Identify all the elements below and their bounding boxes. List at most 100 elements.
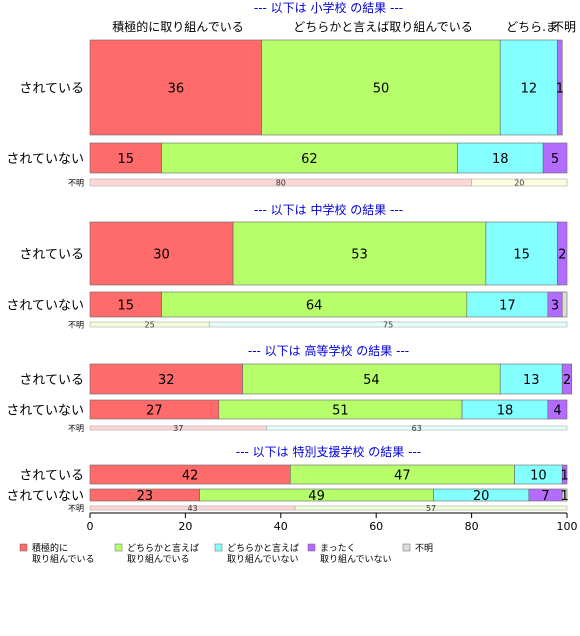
segment-label: 4 xyxy=(553,404,561,419)
bar-segment xyxy=(266,425,568,431)
x-tick-label: 60 xyxy=(369,520,383,533)
bar-segment xyxy=(561,363,573,395)
segment-label: 18 xyxy=(492,152,509,167)
row-label: されていない xyxy=(6,299,84,314)
legend-label: 積極的に xyxy=(32,542,68,554)
bar-segment xyxy=(89,221,234,286)
row-label: されている xyxy=(19,469,84,484)
segment-label: 27 xyxy=(146,404,163,419)
segment-label: 17 xyxy=(499,299,516,314)
legend-label: 取り組んでいない xyxy=(227,553,299,565)
row-label: されていない xyxy=(6,489,84,504)
x-tick-label: 100 xyxy=(557,520,578,533)
row-label: されていない xyxy=(6,404,84,419)
x-tick-label: 0 xyxy=(87,520,94,533)
legend-swatch xyxy=(114,543,123,552)
legend-label: 取り組んでいる xyxy=(32,553,95,565)
segment-label: 43 xyxy=(187,504,197,513)
segment-label: 3 xyxy=(551,299,559,314)
bar-segment xyxy=(89,39,263,136)
bar-segment xyxy=(547,399,568,420)
legend-label: 取り組んでいる xyxy=(127,553,190,565)
legend-label: まったく xyxy=(320,543,356,554)
segment-label: 15 xyxy=(118,299,135,314)
bar-segment xyxy=(542,142,568,174)
row-label: 不明 xyxy=(68,504,84,513)
bar-segment xyxy=(242,363,501,395)
bar-segment xyxy=(499,363,563,395)
segment-label: 37 xyxy=(173,424,183,433)
category-header: 積極的に取り組んでいる xyxy=(112,19,243,34)
bar-segment xyxy=(471,178,568,187)
panel-title: --- 以下は 高等学校 の結果 --- xyxy=(248,343,409,358)
legend-label: 取り組んでいない xyxy=(320,553,392,565)
bar-segment xyxy=(485,221,558,286)
segment-label: 2 xyxy=(558,248,566,263)
bar-segment xyxy=(456,142,544,174)
segment-label: 2 xyxy=(563,373,571,388)
segment-label: 7 xyxy=(541,489,549,504)
panel-title: --- 以下は 小学校 の結果 --- xyxy=(254,0,403,15)
bar-segment xyxy=(561,488,568,502)
bar-segment xyxy=(161,142,458,174)
segment-label: 1 xyxy=(560,469,568,484)
segment-label: 62 xyxy=(301,152,318,167)
segment-label: 63 xyxy=(412,424,422,433)
segment-label: 36 xyxy=(168,82,185,97)
bar-segment xyxy=(557,39,563,136)
segment-label: 53 xyxy=(351,248,368,263)
segment-label: 64 xyxy=(306,299,323,314)
legend-swatch xyxy=(402,543,411,552)
legend-label: どちらかと言えば xyxy=(227,542,299,554)
bar-segment xyxy=(208,321,568,328)
segment-label: 1 xyxy=(560,489,568,504)
bar-segment xyxy=(466,291,549,318)
x-tick-label: 40 xyxy=(274,520,288,533)
segment-label: 54 xyxy=(363,373,380,388)
legend-label: 不明 xyxy=(415,543,433,554)
segment-label: 32 xyxy=(158,373,175,388)
segment-label: 50 xyxy=(373,82,390,97)
segment-label: 10 xyxy=(530,469,547,484)
legend-swatch xyxy=(307,543,316,552)
row-label: されている xyxy=(19,373,84,388)
bar-segment xyxy=(89,363,243,395)
segment-label: 49 xyxy=(308,489,325,504)
bar-segment xyxy=(232,221,487,286)
panel-title: --- 以下は 特別支援学校 の結果 --- xyxy=(236,444,421,459)
x-tick-label: 20 xyxy=(178,520,192,533)
segment-label: 75 xyxy=(383,321,393,330)
category-header: どちら.ま xyxy=(506,20,558,34)
row-label: 不明 xyxy=(68,321,84,330)
segment-label: 13 xyxy=(523,373,540,388)
segment-label: 1 xyxy=(556,82,564,97)
legend-swatch xyxy=(19,543,28,552)
legend-label: どちらかと言えば xyxy=(127,542,199,554)
segment-label: 51 xyxy=(332,404,349,419)
segment-label: 47 xyxy=(394,469,411,484)
bar-segment xyxy=(561,464,568,485)
segment-label: 30 xyxy=(153,248,170,263)
segment-label: 20 xyxy=(473,489,490,504)
segment-label: 57 xyxy=(426,504,436,513)
category-header: 不明 xyxy=(552,20,576,34)
segment-label: 12 xyxy=(521,82,538,97)
bar-segment xyxy=(561,291,568,318)
segment-label: 23 xyxy=(137,489,154,504)
legend-swatch xyxy=(214,543,223,552)
bar-segment xyxy=(557,221,568,286)
segment-label: 20 xyxy=(514,179,524,188)
segment-label: 15 xyxy=(513,248,530,263)
row-label: されている xyxy=(19,82,84,97)
segment-label: 15 xyxy=(118,152,135,167)
x-tick-label: 80 xyxy=(465,520,479,533)
row-label: されていない xyxy=(6,152,84,167)
bar-segment xyxy=(161,291,468,318)
bar-segment xyxy=(89,291,162,318)
panel-title: --- 以下は 中学校 の結果 --- xyxy=(254,202,403,217)
segment-label: 80 xyxy=(276,179,286,188)
category-header: どちらかと言えば取り組んでいる xyxy=(293,20,472,34)
segment-label: 42 xyxy=(182,469,199,484)
bar-segment xyxy=(294,505,568,511)
